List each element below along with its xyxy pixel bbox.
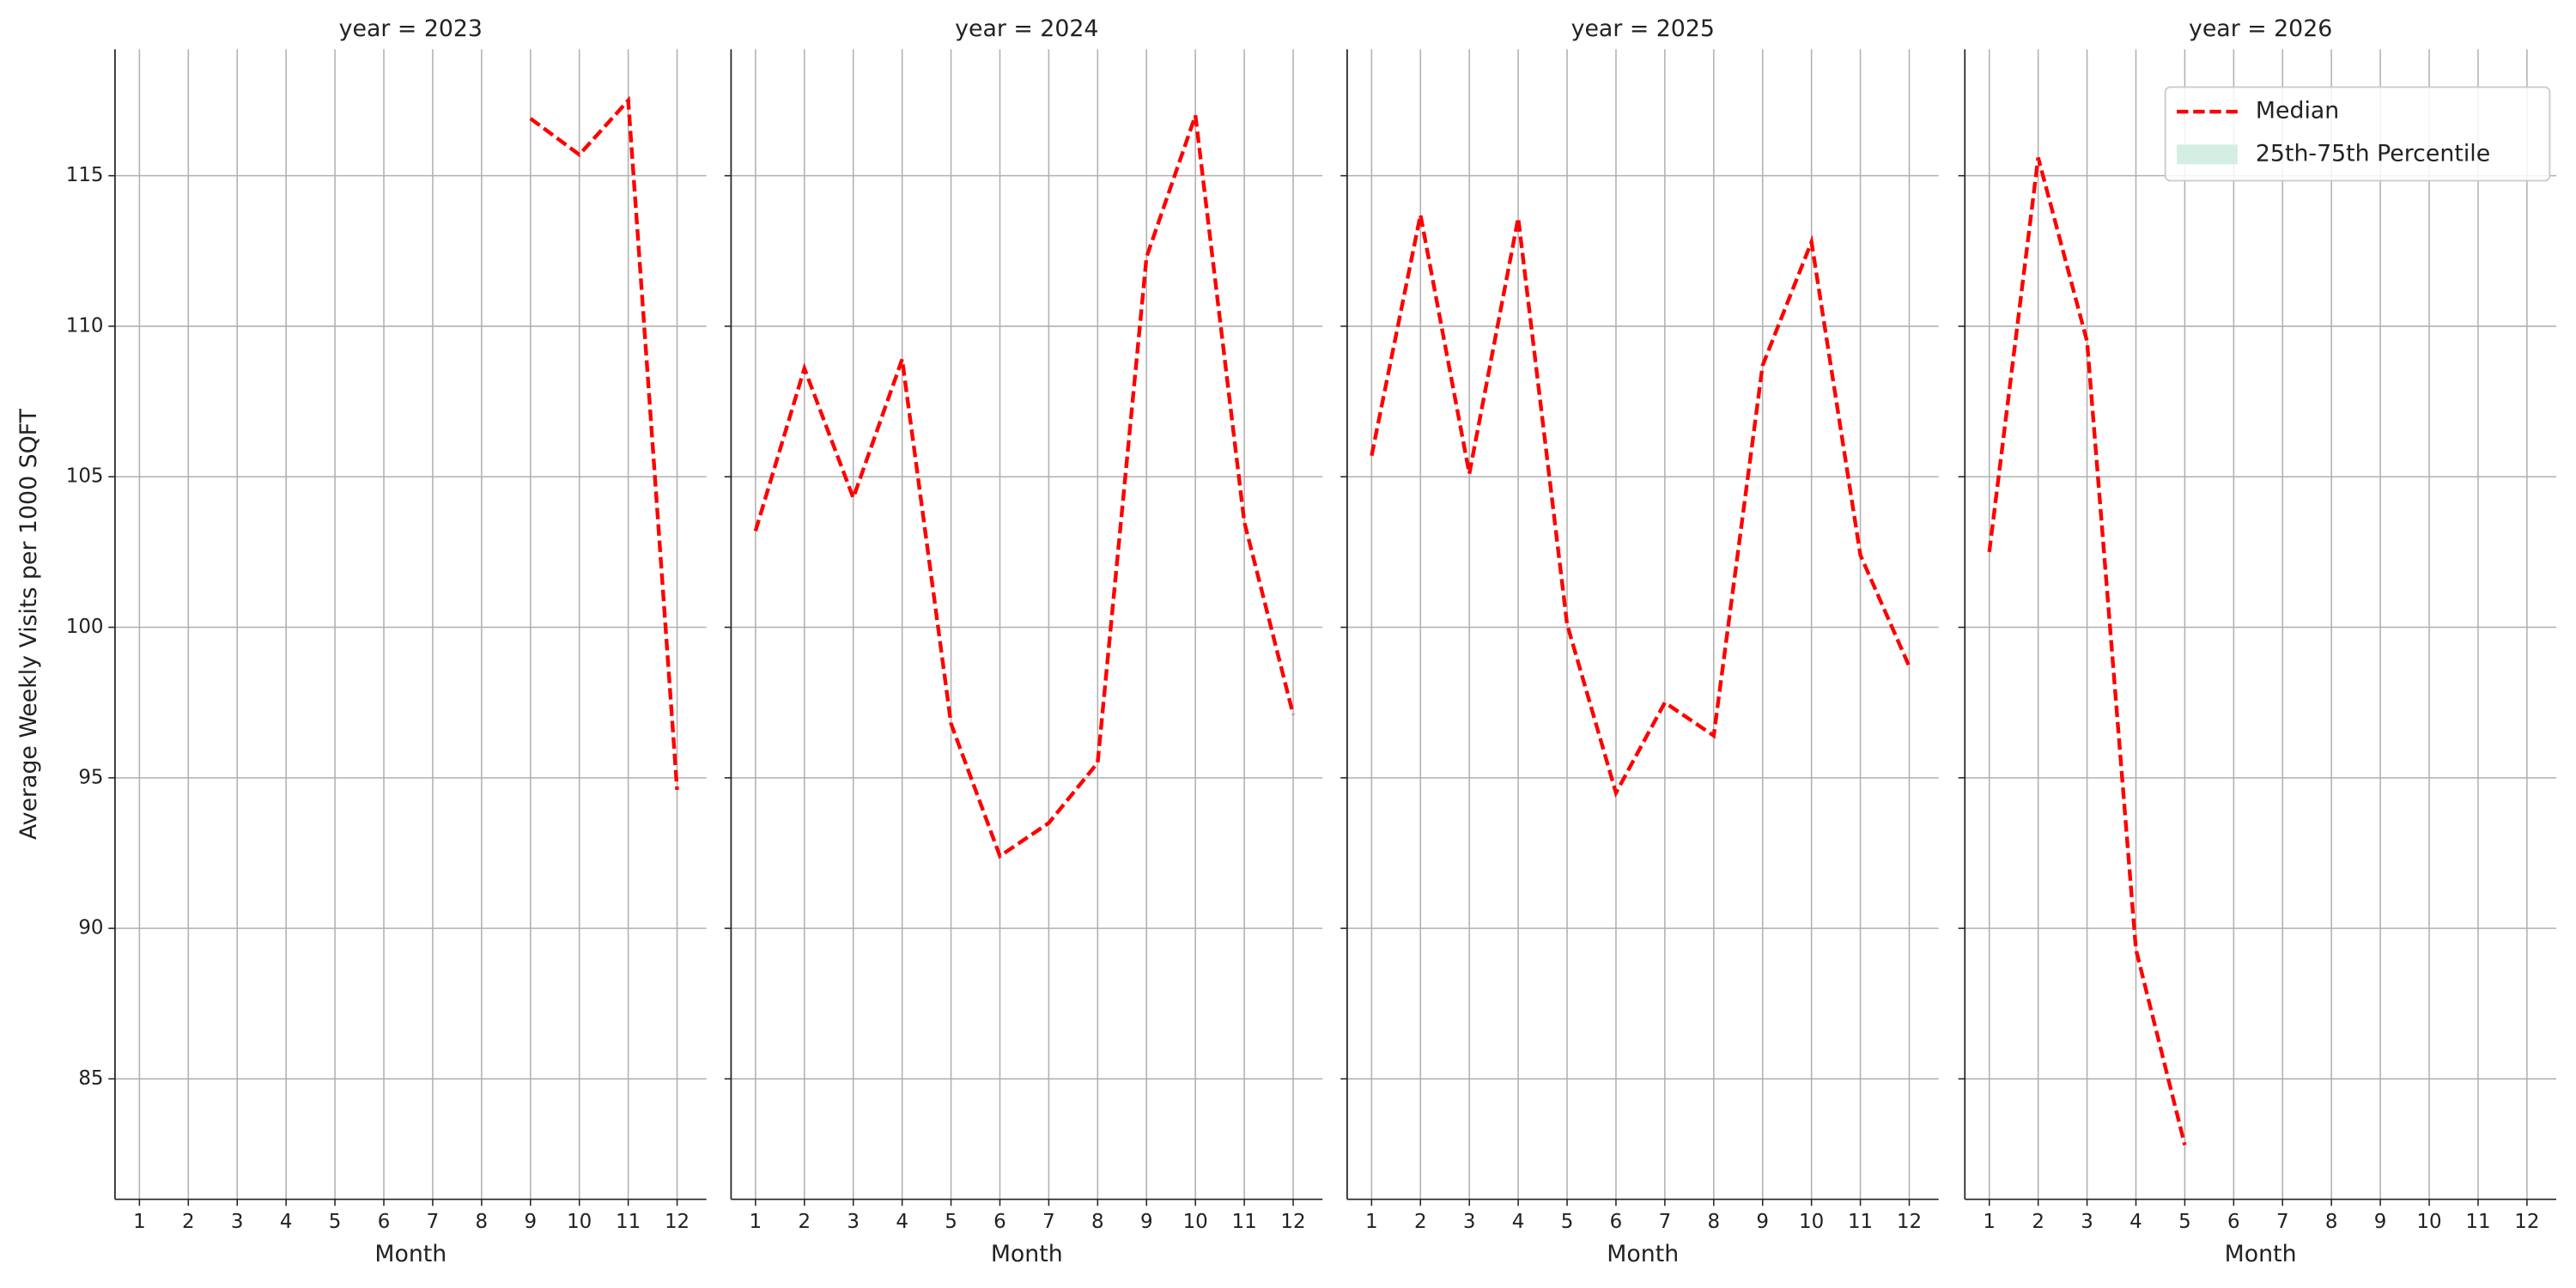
y-tick-label: 90 <box>78 917 103 939</box>
legend-label: Median <box>2256 98 2339 125</box>
x-tick-label: 10 <box>567 1211 592 1233</box>
x-tick-label: 9 <box>2374 1211 2387 1233</box>
x-tick-label: 5 <box>945 1211 957 1233</box>
x-tick-label: 5 <box>2178 1211 2191 1233</box>
panel-title: year = 2026 <box>2189 15 2332 42</box>
panel-title: year = 2023 <box>339 15 483 42</box>
x-axis-label: Month <box>991 1241 1063 1267</box>
x-tick-label: 1 <box>750 1211 762 1233</box>
x-tick-label: 2 <box>1414 1211 1427 1233</box>
y-tick-label: 110 <box>66 314 104 337</box>
x-tick-label: 9 <box>1140 1211 1153 1233</box>
x-tick-label: 10 <box>2416 1211 2441 1233</box>
x-tick-label: 3 <box>2081 1211 2093 1233</box>
x-tick-label: 11 <box>1232 1211 1257 1233</box>
x-tick-label: 8 <box>1708 1211 1721 1233</box>
x-tick-label: 8 <box>2325 1211 2338 1233</box>
x-tick-label: 6 <box>378 1211 391 1233</box>
y-tick-label: 95 <box>78 766 103 788</box>
x-tick-label: 5 <box>1561 1211 1574 1233</box>
x-tick-label: 1 <box>1365 1211 1378 1233</box>
x-tick-label: 4 <box>1512 1211 1525 1233</box>
x-tick-label: 6 <box>1610 1211 1623 1233</box>
x-tick-label: 12 <box>1897 1211 1922 1233</box>
x-tick-label: 8 <box>476 1211 489 1233</box>
x-tick-label: 2 <box>798 1211 811 1233</box>
y-axis-label: Average Weekly Visits per 1000 SQFT <box>15 408 42 840</box>
x-tick-label: 8 <box>1091 1211 1104 1233</box>
x-axis-label: Month <box>2225 1241 2297 1267</box>
x-axis-label: Month <box>374 1241 447 1267</box>
x-tick-label: 4 <box>2129 1211 2142 1233</box>
y-tick-label: 85 <box>78 1067 103 1090</box>
legend-swatch <box>2177 144 2238 165</box>
x-tick-label: 4 <box>896 1211 908 1233</box>
x-tick-label: 11 <box>1848 1211 1873 1233</box>
x-tick-label: 1 <box>1983 1211 1996 1233</box>
median-line <box>1370 214 1911 799</box>
x-tick-label: 9 <box>1756 1211 1769 1233</box>
x-tick-label: 7 <box>427 1211 440 1233</box>
x-tick-label: 10 <box>1183 1211 1208 1233</box>
x-tick-label: 11 <box>616 1211 641 1233</box>
panel-title: year = 2024 <box>955 15 1098 42</box>
y-tick-label: 105 <box>66 465 104 488</box>
x-tick-label: 10 <box>1799 1211 1824 1233</box>
legend-label: 25th-75th Percentile <box>2256 140 2490 167</box>
x-tick-label: 5 <box>329 1211 342 1233</box>
x-tick-label: 7 <box>2276 1211 2289 1233</box>
x-tick-label: 3 <box>1463 1211 1476 1233</box>
x-tick-label: 12 <box>2514 1211 2539 1233</box>
x-tick-label: 4 <box>280 1211 293 1233</box>
x-tick-label: 11 <box>2465 1211 2490 1233</box>
x-tick-label: 2 <box>182 1211 195 1233</box>
x-tick-label: 6 <box>2227 1211 2240 1233</box>
y-tick-label: 100 <box>66 616 104 638</box>
x-tick-label: 6 <box>993 1211 1006 1233</box>
x-tick-label: 3 <box>231 1211 244 1233</box>
median-line <box>1987 157 2187 1146</box>
x-tick-label: 1 <box>133 1211 146 1233</box>
x-tick-label: 7 <box>1042 1211 1055 1233</box>
x-tick-label: 7 <box>1659 1211 1672 1233</box>
median-line <box>753 114 1296 860</box>
x-axis-label: Month <box>1607 1241 1679 1267</box>
x-tick-label: 3 <box>847 1211 860 1233</box>
legend-box <box>2164 86 2551 182</box>
panel-title: year = 2025 <box>1571 15 1715 42</box>
x-tick-label: 12 <box>1280 1211 1305 1233</box>
x-tick-label: 12 <box>665 1211 690 1233</box>
x-tick-label: 2 <box>2032 1211 2044 1233</box>
legend: Median 25th-75th Percentile <box>2164 86 2551 182</box>
y-tick-label: 115 <box>66 164 104 186</box>
median-line <box>529 95 679 791</box>
x-tick-label: 9 <box>524 1211 537 1233</box>
